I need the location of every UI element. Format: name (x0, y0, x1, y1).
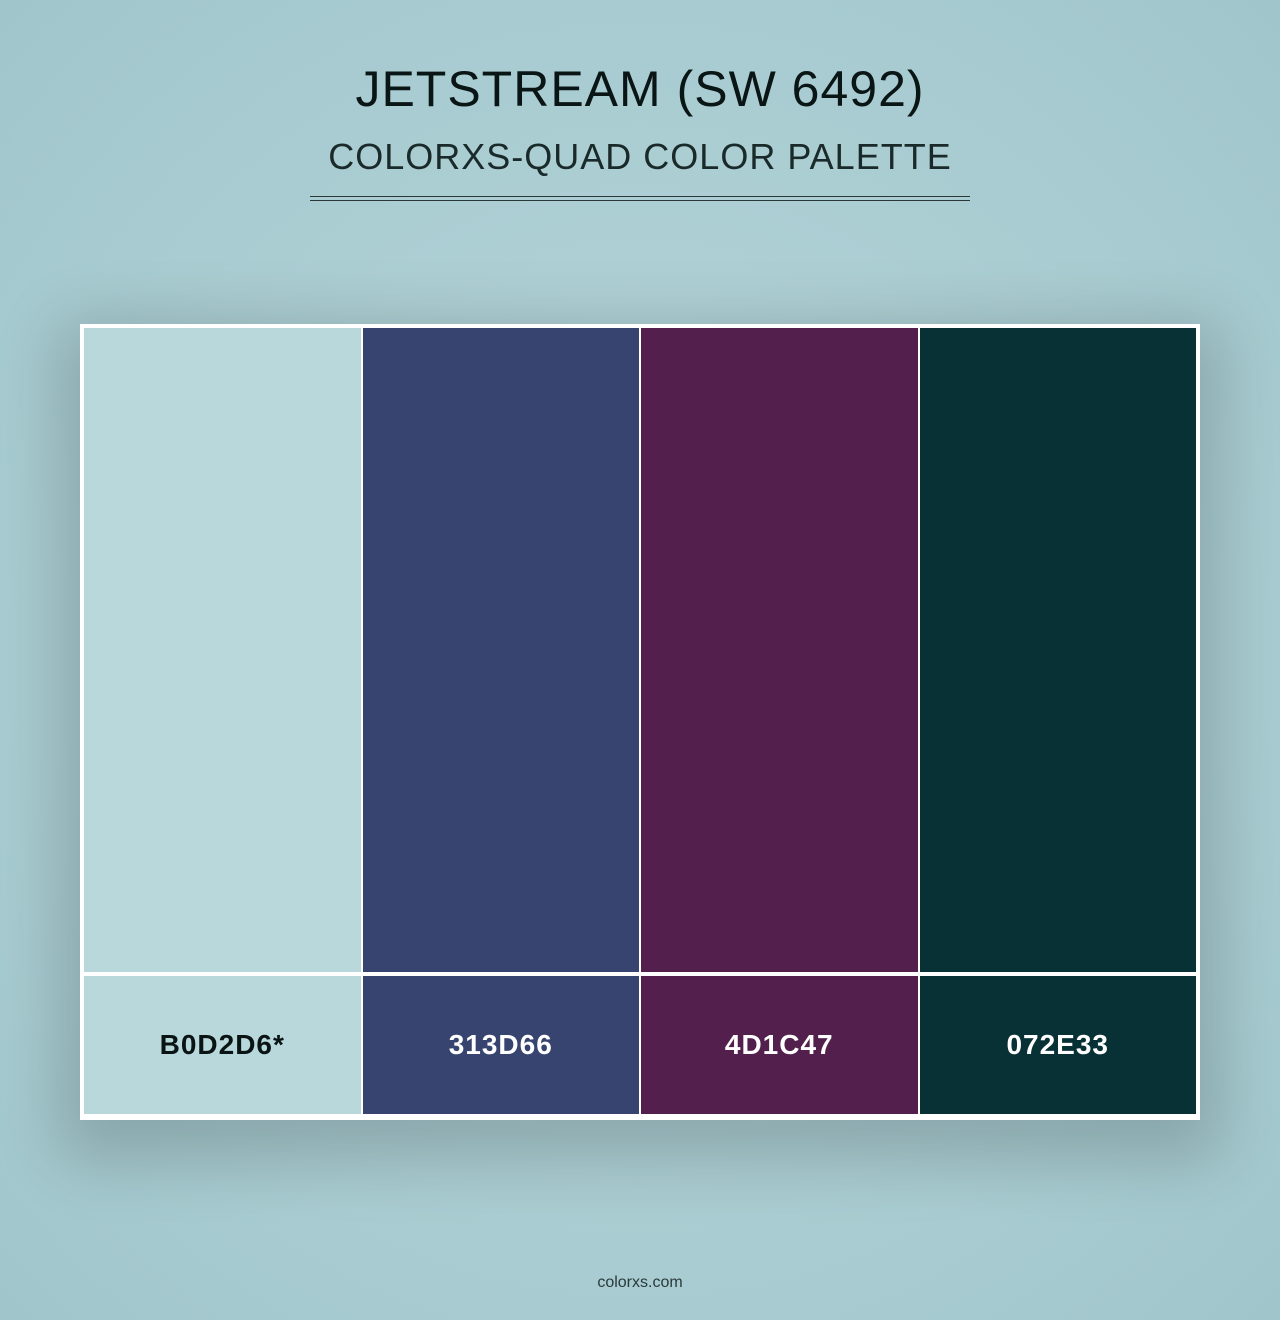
swatch-label-2: 313D66 (363, 976, 640, 1114)
swatch-4 (920, 328, 1197, 972)
label-row: B0D2D6* 313D66 4D1C47 072E33 (80, 974, 1200, 1118)
swatch-label-4: 072E33 (920, 976, 1197, 1114)
swatch-2 (363, 328, 640, 972)
palette-card: B0D2D6* 313D66 4D1C47 072E33 (80, 324, 1200, 1120)
swatch-3 (641, 328, 918, 972)
header-divider (310, 196, 970, 201)
footer-credit: colorxs.com (0, 1274, 1280, 1292)
swatch-label-3: 4D1C47 (641, 976, 918, 1114)
swatch-label-1: B0D2D6* (84, 976, 361, 1114)
palette-subtitle: COLORXS-QUAD COLOR PALETTE (0, 136, 1280, 178)
palette-header: JETSTREAM (SW 6492) COLORXS-QUAD COLOR P… (0, 0, 1280, 201)
swatch-1 (84, 328, 361, 972)
swatch-row (80, 324, 1200, 972)
palette-title: JETSTREAM (SW 6492) (0, 60, 1280, 118)
